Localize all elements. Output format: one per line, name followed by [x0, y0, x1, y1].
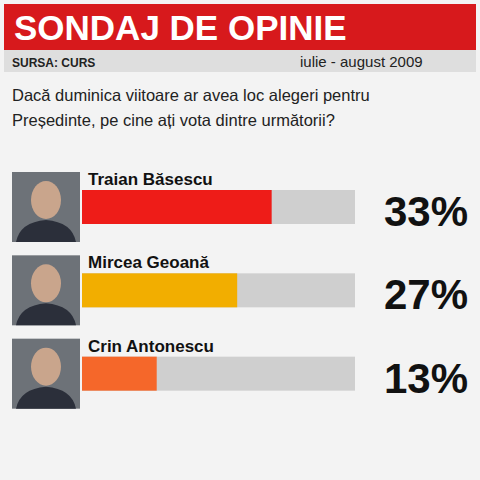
photo-body: [16, 387, 76, 409]
background: [0, 0, 480, 480]
data-label: 33%: [384, 188, 468, 235]
info-bar: [4, 50, 476, 72]
photo: [12, 172, 80, 242]
subtitle: Președinte, pe cine ați vota dintre urmă…: [12, 111, 335, 129]
chart: SONDAJ DE OPINIE SURSA: CURS iulie - augus…: [0, 0, 480, 480]
photo-head: [31, 264, 61, 302]
bars: [82, 190, 272, 391]
photo: [12, 255, 80, 325]
data-label: 13%: [384, 355, 468, 402]
header-bar: [4, 4, 476, 50]
photo-head: [31, 181, 61, 219]
photo-frame: [12, 255, 80, 325]
photo-frame: [12, 172, 80, 242]
photo-head: [31, 348, 61, 386]
photo-body: [16, 303, 76, 325]
subtitle: Dacă duminica viitoare ar avea loc alege…: [12, 86, 370, 104]
category-label: Mircea Geoană: [88, 253, 209, 272]
photo-frame: [12, 339, 80, 409]
range-track: [82, 190, 355, 224]
bar: [82, 190, 272, 224]
bar: [82, 273, 237, 307]
data-label: 27%: [384, 271, 468, 318]
title: SONDAJ DE OPINIE: [14, 8, 347, 47]
category-label: Traian Băsescu: [88, 170, 213, 189]
photo: [12, 339, 80, 409]
bar: [82, 357, 157, 391]
range-track: [82, 273, 355, 307]
annotation: SURSA: CURS: [12, 56, 95, 70]
photo-body: [16, 220, 76, 242]
range-track: [82, 357, 355, 391]
category-label: Crin Antonescu: [88, 337, 214, 356]
annotation: iulie - august 2009: [300, 53, 423, 70]
